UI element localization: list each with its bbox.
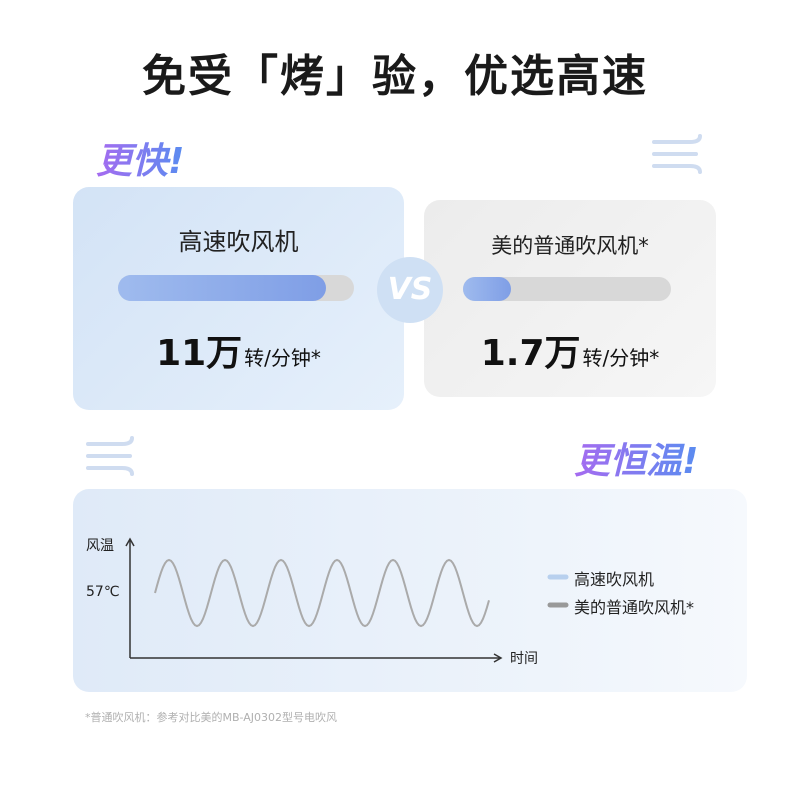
title: 免受「烤」验，优选高速	[142, 51, 648, 102]
unit: 转/分钟*	[244, 346, 321, 370]
wind-icon	[86, 436, 134, 476]
legend-entry: 高速吹风机	[574, 570, 655, 589]
y-label: 风温	[86, 538, 114, 554]
y-tick: 57℃	[86, 584, 120, 600]
bar-fill	[118, 275, 326, 301]
value: 11万	[156, 333, 243, 374]
bar-fill	[463, 277, 511, 301]
label: 美的普通吹风机*	[491, 234, 649, 258]
value-row: 11万 转/分钟*	[73, 324, 404, 376]
value: 1.7万	[480, 333, 581, 374]
x-label: 时间	[510, 651, 538, 667]
legend-entry: 美的普通吹风机*	[574, 598, 695, 617]
value-row: 1.7万 转/分钟*	[424, 324, 716, 376]
footnote: *普通吹风机：参考对比美的MB-AJ0302型号电吹风	[85, 711, 338, 724]
heading: 更恒温!	[574, 432, 698, 484]
label: 高速吹风机	[178, 228, 299, 256]
vs-badge: VS	[377, 257, 443, 323]
unit: 转/分钟*	[582, 346, 660, 370]
wind-icon	[652, 134, 702, 174]
heading: 更快!	[96, 132, 184, 184]
